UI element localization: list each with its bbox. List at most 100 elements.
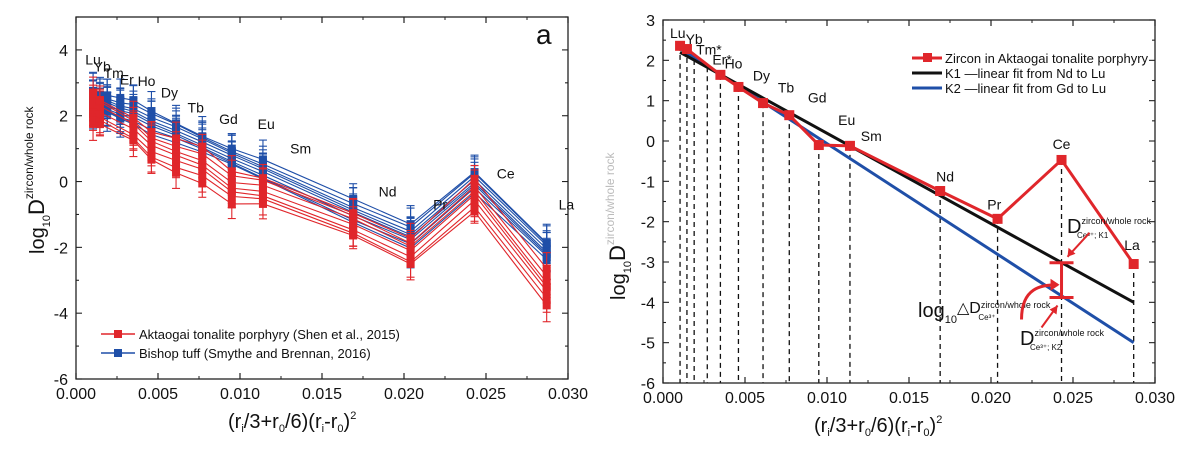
x-tick-label: 0.005	[725, 390, 765, 407]
k1-arrowhead	[1067, 247, 1076, 257]
panel-a: 0.000 0.005 0.010 0.015 0.020 0.025 0.030 -6 -4 -…	[22, 16, 588, 435]
element-label-la: La	[559, 197, 575, 213]
sample-line	[92, 92, 548, 269]
y-D: D	[605, 245, 630, 261]
data-point-la	[1128, 259, 1139, 270]
element-label-er: Er*	[712, 51, 732, 67]
sample-line	[93, 123, 548, 306]
x-tick-label: 0.030	[548, 386, 588, 403]
right-legend: Zircon in Aktaogai tonalite porphyry K1 …	[912, 51, 1149, 96]
k1-annotation: Dzircon/whole rock Ce³⁺; K1	[1067, 216, 1151, 240]
sample-line	[92, 97, 548, 250]
y-tick-label: -5	[641, 336, 655, 353]
series-aktaogai	[89, 76, 551, 323]
data-point-gd	[784, 110, 795, 121]
x-tick-label: 0.010	[807, 390, 847, 407]
element-label-dy: Dy	[753, 68, 770, 84]
data-point	[258, 155, 267, 164]
element-label-ce: Ce	[1053, 136, 1071, 152]
k2-annotation: Dzircon/whole rock Ce³⁺; K2	[1020, 328, 1104, 352]
x-tick-label: 0.005	[138, 386, 178, 403]
x-tick-label: 0.020	[384, 386, 424, 403]
left-series-group	[89, 71, 551, 323]
data-point	[198, 142, 207, 151]
element-label-gd: Gd	[219, 111, 238, 127]
legend-marker-bishop	[114, 349, 122, 357]
legend-marker-zircon	[923, 53, 932, 62]
data-point	[89, 89, 98, 98]
data-point	[470, 174, 479, 183]
y-log-base: 10	[622, 261, 634, 273]
element-label-la: La	[1124, 237, 1140, 253]
left-x-axis-title: (ri/3+r0/6)(ri-r0)2	[228, 410, 356, 435]
delta-arrowhead	[1050, 278, 1060, 291]
legend-label-k1: K1 —linear fit from Nd to Lu	[945, 66, 1105, 81]
y-tick-label: -3	[641, 255, 655, 272]
y-tick-label: 2	[646, 53, 655, 70]
element-label-eu: Eu	[258, 116, 275, 132]
right-y-axis-title: log10Dzircon/whole rock	[603, 151, 634, 300]
element-label-gd: Gd	[808, 90, 827, 106]
data-point-ho	[715, 69, 726, 80]
y-tick-label: 1	[646, 94, 655, 111]
x-tick-label: 0.015	[889, 390, 929, 407]
element-label-yb: Yb	[94, 58, 111, 74]
element-label-sm: Sm	[290, 141, 311, 157]
x-tick-label: 0.025	[1053, 390, 1093, 407]
x-tick-label: 0.030	[1135, 390, 1175, 407]
data-point	[542, 264, 551, 273]
y-tick-label: 2	[59, 109, 68, 126]
y-tick-label: -2	[54, 240, 68, 257]
svg-text:log10Dzircon/whole rock: log10Dzircon/whole rock	[22, 105, 53, 254]
element-label-tb: Tb	[188, 99, 205, 115]
right-ticks: 0.000 0.005 0.010 0.015 0.020 0.025 0.030 -6 -5 -…	[641, 13, 1175, 407]
sample-line	[92, 93, 548, 247]
data-point	[542, 239, 551, 248]
y-tick-label: -4	[54, 306, 68, 323]
y-tick-label: 0	[59, 175, 68, 192]
data-point-tb	[758, 98, 769, 109]
data-point	[129, 113, 138, 122]
element-label-tm: Tm	[104, 65, 124, 81]
x-tick-label: 0.010	[220, 386, 260, 403]
data-point	[227, 144, 236, 153]
data-point	[147, 128, 156, 137]
y-tick-label: -1	[641, 174, 655, 191]
left-y-axis-title: log10Dzircon/whole rock	[22, 105, 53, 254]
element-label-tm: Tm*	[696, 41, 722, 57]
data-point	[116, 93, 125, 102]
element-label-lu: Lu	[670, 25, 686, 41]
sample-line	[92, 102, 548, 284]
data-point	[349, 209, 358, 218]
legend-marker-aktaogai	[114, 330, 122, 338]
x-tick-label: 0.000	[56, 386, 96, 403]
data-point-dy	[733, 81, 744, 92]
left-legend: Aktaogai tonalite porphyry (Shen et al.,…	[101, 327, 400, 361]
y-tick-label: 3	[646, 13, 655, 30]
element-label-tb: Tb	[778, 80, 795, 96]
data-point-yb	[681, 44, 692, 55]
data-point	[95, 96, 104, 105]
y-log: log	[27, 227, 49, 254]
data-point-sm	[844, 140, 855, 151]
delta-annotation: log10△Dzircon/whole rock Ce³⁺	[918, 300, 1051, 326]
y-log: log	[608, 273, 630, 300]
legend-label-zircon: Zircon in Aktaogai tonalite porphyry	[945, 51, 1149, 66]
element-label-ho: Ho	[138, 73, 156, 89]
y-D: D	[24, 199, 49, 215]
y-tick-label: -2	[641, 215, 655, 232]
zircon-line	[679, 44, 1135, 265]
right-series-group	[675, 40, 1139, 344]
panel-b: 0.000 0.005 0.010 0.015 0.020 0.025 0.030 -6 -5 -…	[603, 13, 1175, 439]
data-point	[103, 91, 112, 100]
data-point-ce	[1056, 154, 1067, 165]
data-point	[172, 134, 181, 143]
data-point-lu	[675, 40, 686, 51]
k1-fit-line	[679, 50, 1135, 304]
element-label-ho: Ho	[725, 55, 743, 71]
x-tick-label: 0.025	[466, 386, 506, 403]
data-point-eu	[813, 140, 824, 151]
data-point	[258, 174, 267, 183]
